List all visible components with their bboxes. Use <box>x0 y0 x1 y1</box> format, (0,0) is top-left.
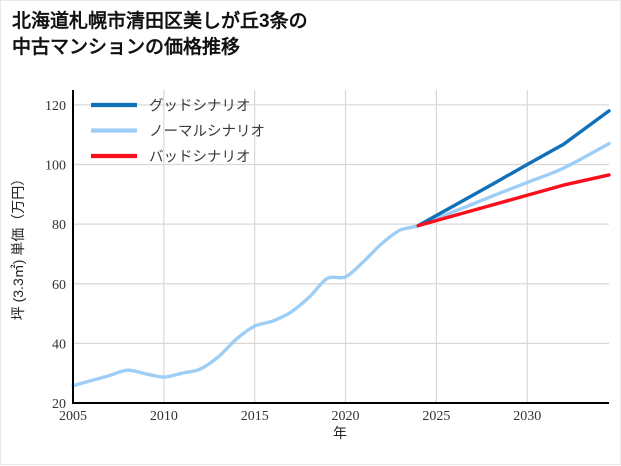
legend-label: ノーマルシナリオ <box>149 124 265 140</box>
y-tick-label: 20 <box>52 397 66 412</box>
y-axis-title: 坪 (3.3㎡) 単価（万円） <box>10 172 26 321</box>
x-tick-label: 2020 <box>332 409 360 424</box>
x-tick-label: 2005 <box>59 409 87 424</box>
y-tick-label: 100 <box>45 159 66 174</box>
x-tick-label: 2010 <box>150 409 178 424</box>
axis-lines-group <box>72 90 609 404</box>
y-tick-label: 80 <box>52 218 66 233</box>
legend-label: グッドシナリオ <box>149 98 251 115</box>
x-axis-title: 年 <box>333 425 347 441</box>
x-tick-label: 2030 <box>513 409 541 424</box>
y-tick-labels-group: 20 40 60 80 100 120 <box>45 99 66 412</box>
legend-label: バッドシナリオ <box>149 150 251 166</box>
x-tick-label: 2025 <box>422 409 450 424</box>
y-tick-label: 40 <box>52 337 66 352</box>
x-tick-label: 2015 <box>241 409 269 424</box>
series-line <box>71 141 611 388</box>
x-tick-labels-group: 2005 2010 2015 2020 2025 2030 <box>59 409 541 424</box>
y-tick-label: 60 <box>52 278 66 293</box>
series-line <box>416 173 611 228</box>
series-line <box>416 109 611 228</box>
y-tick-label: 120 <box>45 99 66 114</box>
data-series-group <box>71 109 611 388</box>
chart-title: 北海道札幌市清田区美しが丘3条の 中古マンションの価格推移 <box>12 11 308 58</box>
